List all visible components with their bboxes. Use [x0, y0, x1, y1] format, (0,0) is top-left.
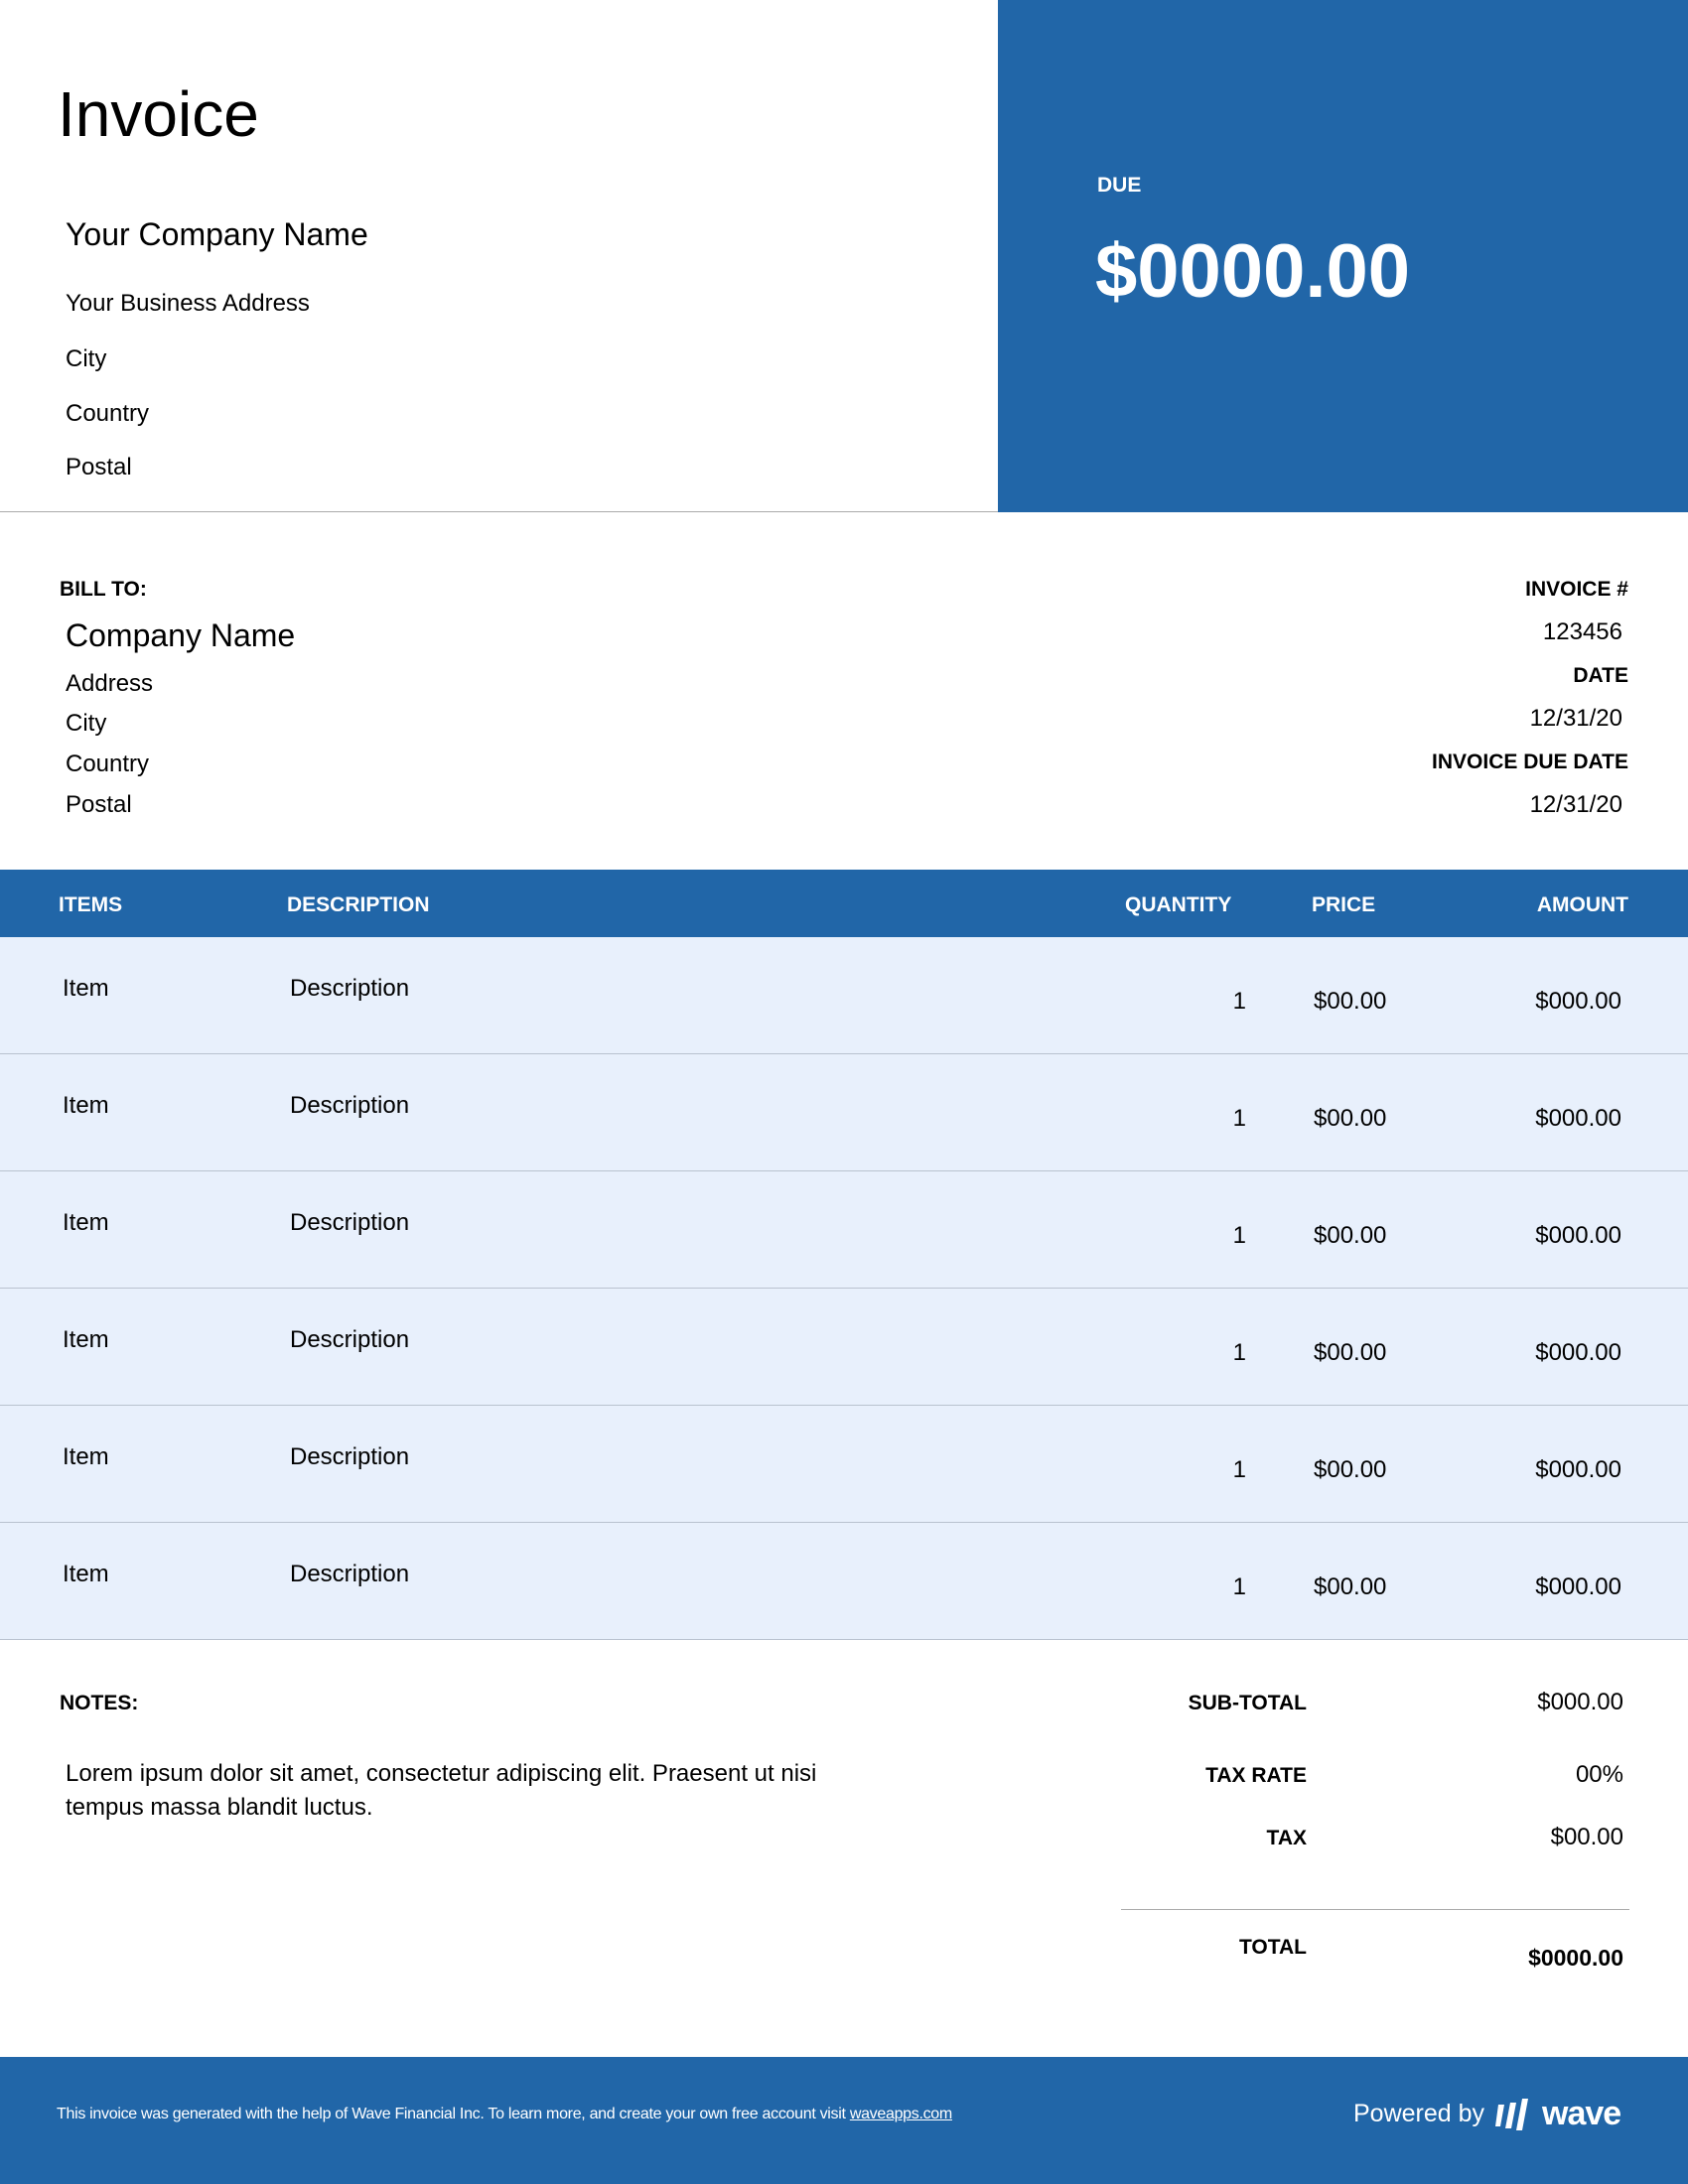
price-cell: $00.00	[1314, 988, 1387, 1015]
wave-logo-text: wave	[1542, 2095, 1621, 2132]
item-cell: Item	[63, 1443, 109, 1470]
footer-text: This invoice was generated with the help…	[57, 2106, 850, 2122]
notes-text-line1: Lorem ipsum dolor sit amet, consectetur …	[66, 1760, 817, 1787]
bill-to-city: City	[66, 710, 107, 737]
item-cell: Item	[63, 1326, 109, 1353]
quantity-cell: 1	[1232, 988, 1246, 1015]
total-label: TOTAL	[1238, 1936, 1307, 1959]
description-cell: Description	[290, 1209, 410, 1236]
table-row: Item Description 1 $00.00 $000.00	[0, 1523, 1688, 1640]
amount-cell: $000.00	[1535, 1339, 1621, 1366]
description-cell: Description	[290, 1092, 410, 1119]
tax-rate-value: 00%	[1575, 1761, 1623, 1788]
price-cell: $00.00	[1314, 1456, 1387, 1483]
tax-label: TAX	[1266, 1827, 1307, 1849]
totals-divider	[1121, 1909, 1629, 1910]
footer: This invoice was generated with the help…	[0, 2057, 1688, 2184]
header-amount: AMOUNT	[1536, 893, 1628, 916]
company-name: Your Company Name	[66, 216, 368, 252]
item-cell: Item	[63, 975, 109, 1002]
price-cell: $00.00	[1314, 1222, 1387, 1249]
due-label: DUE	[1097, 174, 1142, 197]
table-row: Item Description 1 $00.00 $000.00	[0, 1289, 1688, 1406]
business-postal: Postal	[66, 454, 132, 480]
subtotal-value: $000.00	[1537, 1689, 1623, 1715]
total-value: $0000.00	[1528, 1945, 1623, 1971]
table-header: ITEMS DESCRIPTION QUANTITY PRICE AMOUNT	[0, 870, 1688, 937]
header-price: PRICE	[1312, 893, 1376, 916]
due-amount: $0000.00	[1095, 229, 1410, 314]
bill-to-postal: Postal	[66, 791, 132, 818]
amount-cell: $000.00	[1535, 1573, 1621, 1600]
description-cell: Description	[290, 975, 410, 1002]
powered-by-text: Powered by	[1353, 2100, 1485, 2127]
business-country: Country	[66, 400, 150, 427]
wave-logo-icon	[1495, 2098, 1529, 2130]
header-quantity: QUANTITY	[1125, 893, 1232, 916]
description-cell: Description	[290, 1443, 410, 1470]
notes-text-line2: tempus massa blandit luctus.	[66, 1794, 373, 1821]
waveapps-link[interactable]: waveapps.com	[849, 2106, 952, 2122]
item-cell: Item	[63, 1092, 109, 1119]
amount-due-panel: DUE $0000.00	[998, 0, 1688, 512]
description-cell: Description	[290, 1326, 410, 1353]
tax-value: $00.00	[1550, 1824, 1623, 1850]
business-address: Your Business Address	[66, 290, 310, 317]
date-label: DATE	[1573, 664, 1628, 687]
invoice-due-date: 12/31/20	[1529, 791, 1622, 818]
amount-cell: $000.00	[1535, 1222, 1621, 1249]
quantity-cell: 1	[1232, 1222, 1246, 1249]
item-cell: Item	[63, 1209, 109, 1236]
powered-by: Powered by wave	[1353, 2095, 1621, 2133]
tax-rate-label: TAX RATE	[1205, 1764, 1307, 1787]
item-cell: Item	[63, 1561, 109, 1587]
invoice-number: 123456	[1542, 618, 1622, 645]
header-items: ITEMS	[59, 893, 123, 916]
description-cell: Description	[290, 1561, 410, 1587]
invoice-number-label: INVOICE #	[1525, 578, 1628, 601]
price-cell: $00.00	[1314, 1573, 1387, 1600]
price-cell: $00.00	[1314, 1105, 1387, 1132]
bill-to-company: Company Name	[66, 617, 296, 653]
divider	[0, 511, 998, 512]
footer-text-wrap: This invoice was generated with the help…	[57, 2106, 952, 2123]
table-row: Item Description 1 $00.00 $000.00	[0, 1054, 1688, 1171]
bill-to-label: BILL TO:	[60, 578, 147, 601]
header-description: DESCRIPTION	[287, 893, 430, 916]
quantity-cell: 1	[1232, 1339, 1246, 1366]
price-cell: $00.00	[1314, 1339, 1387, 1366]
subtotal-label: SUB-TOTAL	[1188, 1692, 1307, 1714]
business-city: City	[66, 345, 107, 372]
amount-cell: $000.00	[1535, 1456, 1621, 1483]
quantity-cell: 1	[1232, 1105, 1246, 1132]
table-row: Item Description 1 $00.00 $000.00	[0, 937, 1688, 1054]
invoice-date: 12/31/20	[1529, 705, 1622, 732]
amount-cell: $000.00	[1535, 1105, 1621, 1132]
notes-label: NOTES:	[60, 1692, 139, 1714]
invoice-title: Invoice	[58, 78, 259, 150]
bill-to-address: Address	[66, 670, 154, 697]
due-date-label: INVOICE DUE DATE	[1432, 751, 1628, 773]
table-row: Item Description 1 $00.00 $000.00	[0, 1171, 1688, 1289]
quantity-cell: 1	[1232, 1573, 1246, 1600]
quantity-cell: 1	[1232, 1456, 1246, 1483]
table-row: Item Description 1 $00.00 $000.00	[0, 1406, 1688, 1523]
bill-to-country: Country	[66, 751, 150, 777]
amount-cell: $000.00	[1535, 988, 1621, 1015]
